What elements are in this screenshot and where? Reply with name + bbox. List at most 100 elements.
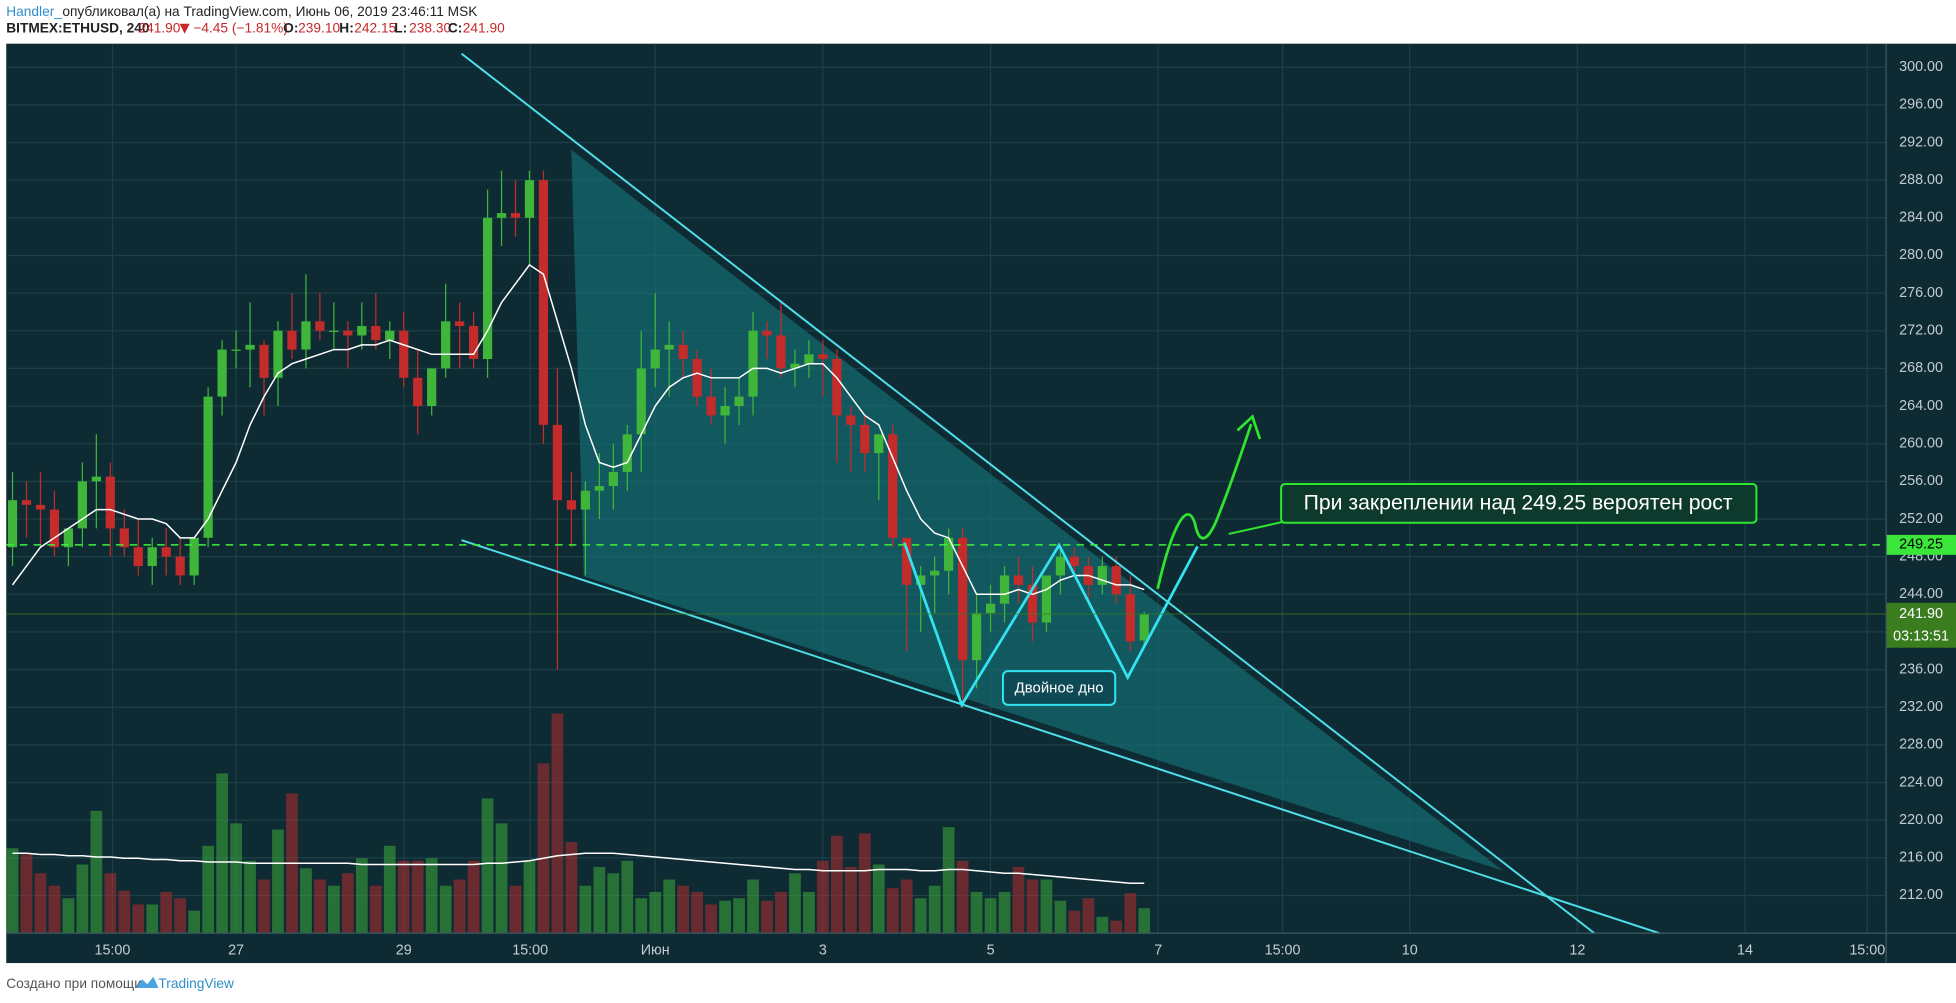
y-tick-label: 280.00 <box>1899 247 1943 263</box>
y-tick-label: 296.00 <box>1899 97 1943 113</box>
author[interactable]: Handler_ <box>6 4 62 19</box>
volume-bar <box>621 860 634 934</box>
x-tick-label: 15:00 <box>94 942 130 958</box>
y-tick-label: 224.00 <box>1899 774 1943 790</box>
candle-body <box>790 363 800 369</box>
candle-body <box>860 424 870 454</box>
volume-bar <box>1138 908 1151 934</box>
candle-body <box>273 330 283 378</box>
volume-bar <box>48 885 61 934</box>
x-tick-label: 15:00 <box>1849 942 1885 958</box>
volume-bar <box>160 891 173 934</box>
volume-bar <box>719 900 731 934</box>
volume-bar <box>844 867 857 934</box>
candle-body <box>971 613 982 661</box>
candle-body <box>35 504 46 510</box>
candle-body <box>1139 614 1149 641</box>
volume-bar <box>691 891 704 934</box>
y-tick-label: 252.00 <box>1899 511 1943 527</box>
y-tick-label: 264.00 <box>1899 398 1943 414</box>
last-price-box <box>1886 602 1956 648</box>
ohlc-value: 242.15 <box>354 20 396 35</box>
candle-body <box>720 406 730 416</box>
volume-bar <box>523 860 536 934</box>
volume-bar <box>188 910 201 934</box>
volume-bar <box>300 868 312 934</box>
candle-body <box>1125 594 1135 642</box>
y-tick-label: 292.00 <box>1899 134 1943 150</box>
candles <box>7 170 1149 884</box>
candle-body <box>161 547 171 557</box>
x-tick-label: 14 <box>1737 942 1753 958</box>
x-tick-label: 12 <box>1569 942 1585 958</box>
ohlc-value: 241.90 <box>463 20 505 35</box>
footer-brand[interactable]: TradingView <box>158 976 234 991</box>
candle-body <box>49 509 60 548</box>
axis-labels: 212.00 216.00 220.00 224.00 228.00 232.00 236.… <box>6 59 1956 958</box>
candle-body <box>985 603 996 614</box>
volume-bar <box>174 898 187 934</box>
candle-body <box>1069 556 1079 567</box>
volume-bar <box>942 827 955 934</box>
candle-body <box>888 434 898 538</box>
volume-bar <box>914 898 927 934</box>
x-tick-label: 15:00 <box>1265 942 1301 958</box>
volume-bar <box>62 898 75 934</box>
x-tick-label: 5 <box>987 942 995 958</box>
x-tick-label: 3 <box>819 942 827 958</box>
candle-body <box>496 213 507 218</box>
volume-bar <box>1068 910 1081 934</box>
candle-body <box>552 424 563 501</box>
volume-bar <box>90 810 103 934</box>
y-tick-label: 260.00 <box>1899 435 1943 451</box>
volume-bar <box>20 854 33 934</box>
volume-bar <box>272 829 284 934</box>
y-tick-label: 244.00 <box>1899 586 1943 602</box>
volume-bar <box>747 879 759 934</box>
candle-body <box>1097 566 1107 585</box>
candle-body <box>692 358 702 397</box>
candle-body <box>818 354 828 359</box>
volume-bar <box>537 763 550 934</box>
candle-body <box>315 321 325 331</box>
ohlc-value: 239.10 <box>298 20 340 35</box>
candle-body <box>287 330 297 350</box>
y-tick-label: 288.00 <box>1899 172 1943 188</box>
candle-body <box>91 476 101 482</box>
candle-body <box>524 180 535 218</box>
volume-bar <box>1124 893 1137 934</box>
volume-bar <box>593 867 606 934</box>
volume-bar <box>1040 879 1053 934</box>
ohlc-label: C: <box>448 20 462 35</box>
candle-body <box>1055 556 1066 576</box>
volume-bar <box>998 891 1011 934</box>
change: −4.45 (−1.81%) <box>193 20 288 35</box>
volume-bar <box>76 864 89 934</box>
candle-body <box>259 344 269 378</box>
volume-bar <box>928 885 941 934</box>
candle-body <box>245 344 255 350</box>
candle-body <box>468 326 479 359</box>
candle-body <box>371 326 381 341</box>
candle-body <box>608 471 618 487</box>
candle-body <box>1013 575 1024 585</box>
candle-body <box>357 326 367 336</box>
x-tick-label: 27 <box>228 942 244 958</box>
volume-bar <box>677 885 690 934</box>
countdown: 03:13:51 <box>1893 628 1949 644</box>
volume-bar <box>607 873 620 934</box>
y-tick-label: 232.00 <box>1899 699 1943 715</box>
candle-body <box>105 476 115 529</box>
candle-body <box>734 396 744 407</box>
candle-body <box>538 180 549 425</box>
upper-trendline <box>460 52 1595 934</box>
volume-bar <box>565 842 578 934</box>
candle-body <box>916 575 926 585</box>
candle-body <box>580 490 590 510</box>
candle-body <box>203 396 213 538</box>
callout-box <box>1280 483 1758 524</box>
candle-body <box>902 537 912 585</box>
candle-body <box>762 330 772 336</box>
candle-body <box>706 396 716 416</box>
candle-body <box>189 537 199 576</box>
